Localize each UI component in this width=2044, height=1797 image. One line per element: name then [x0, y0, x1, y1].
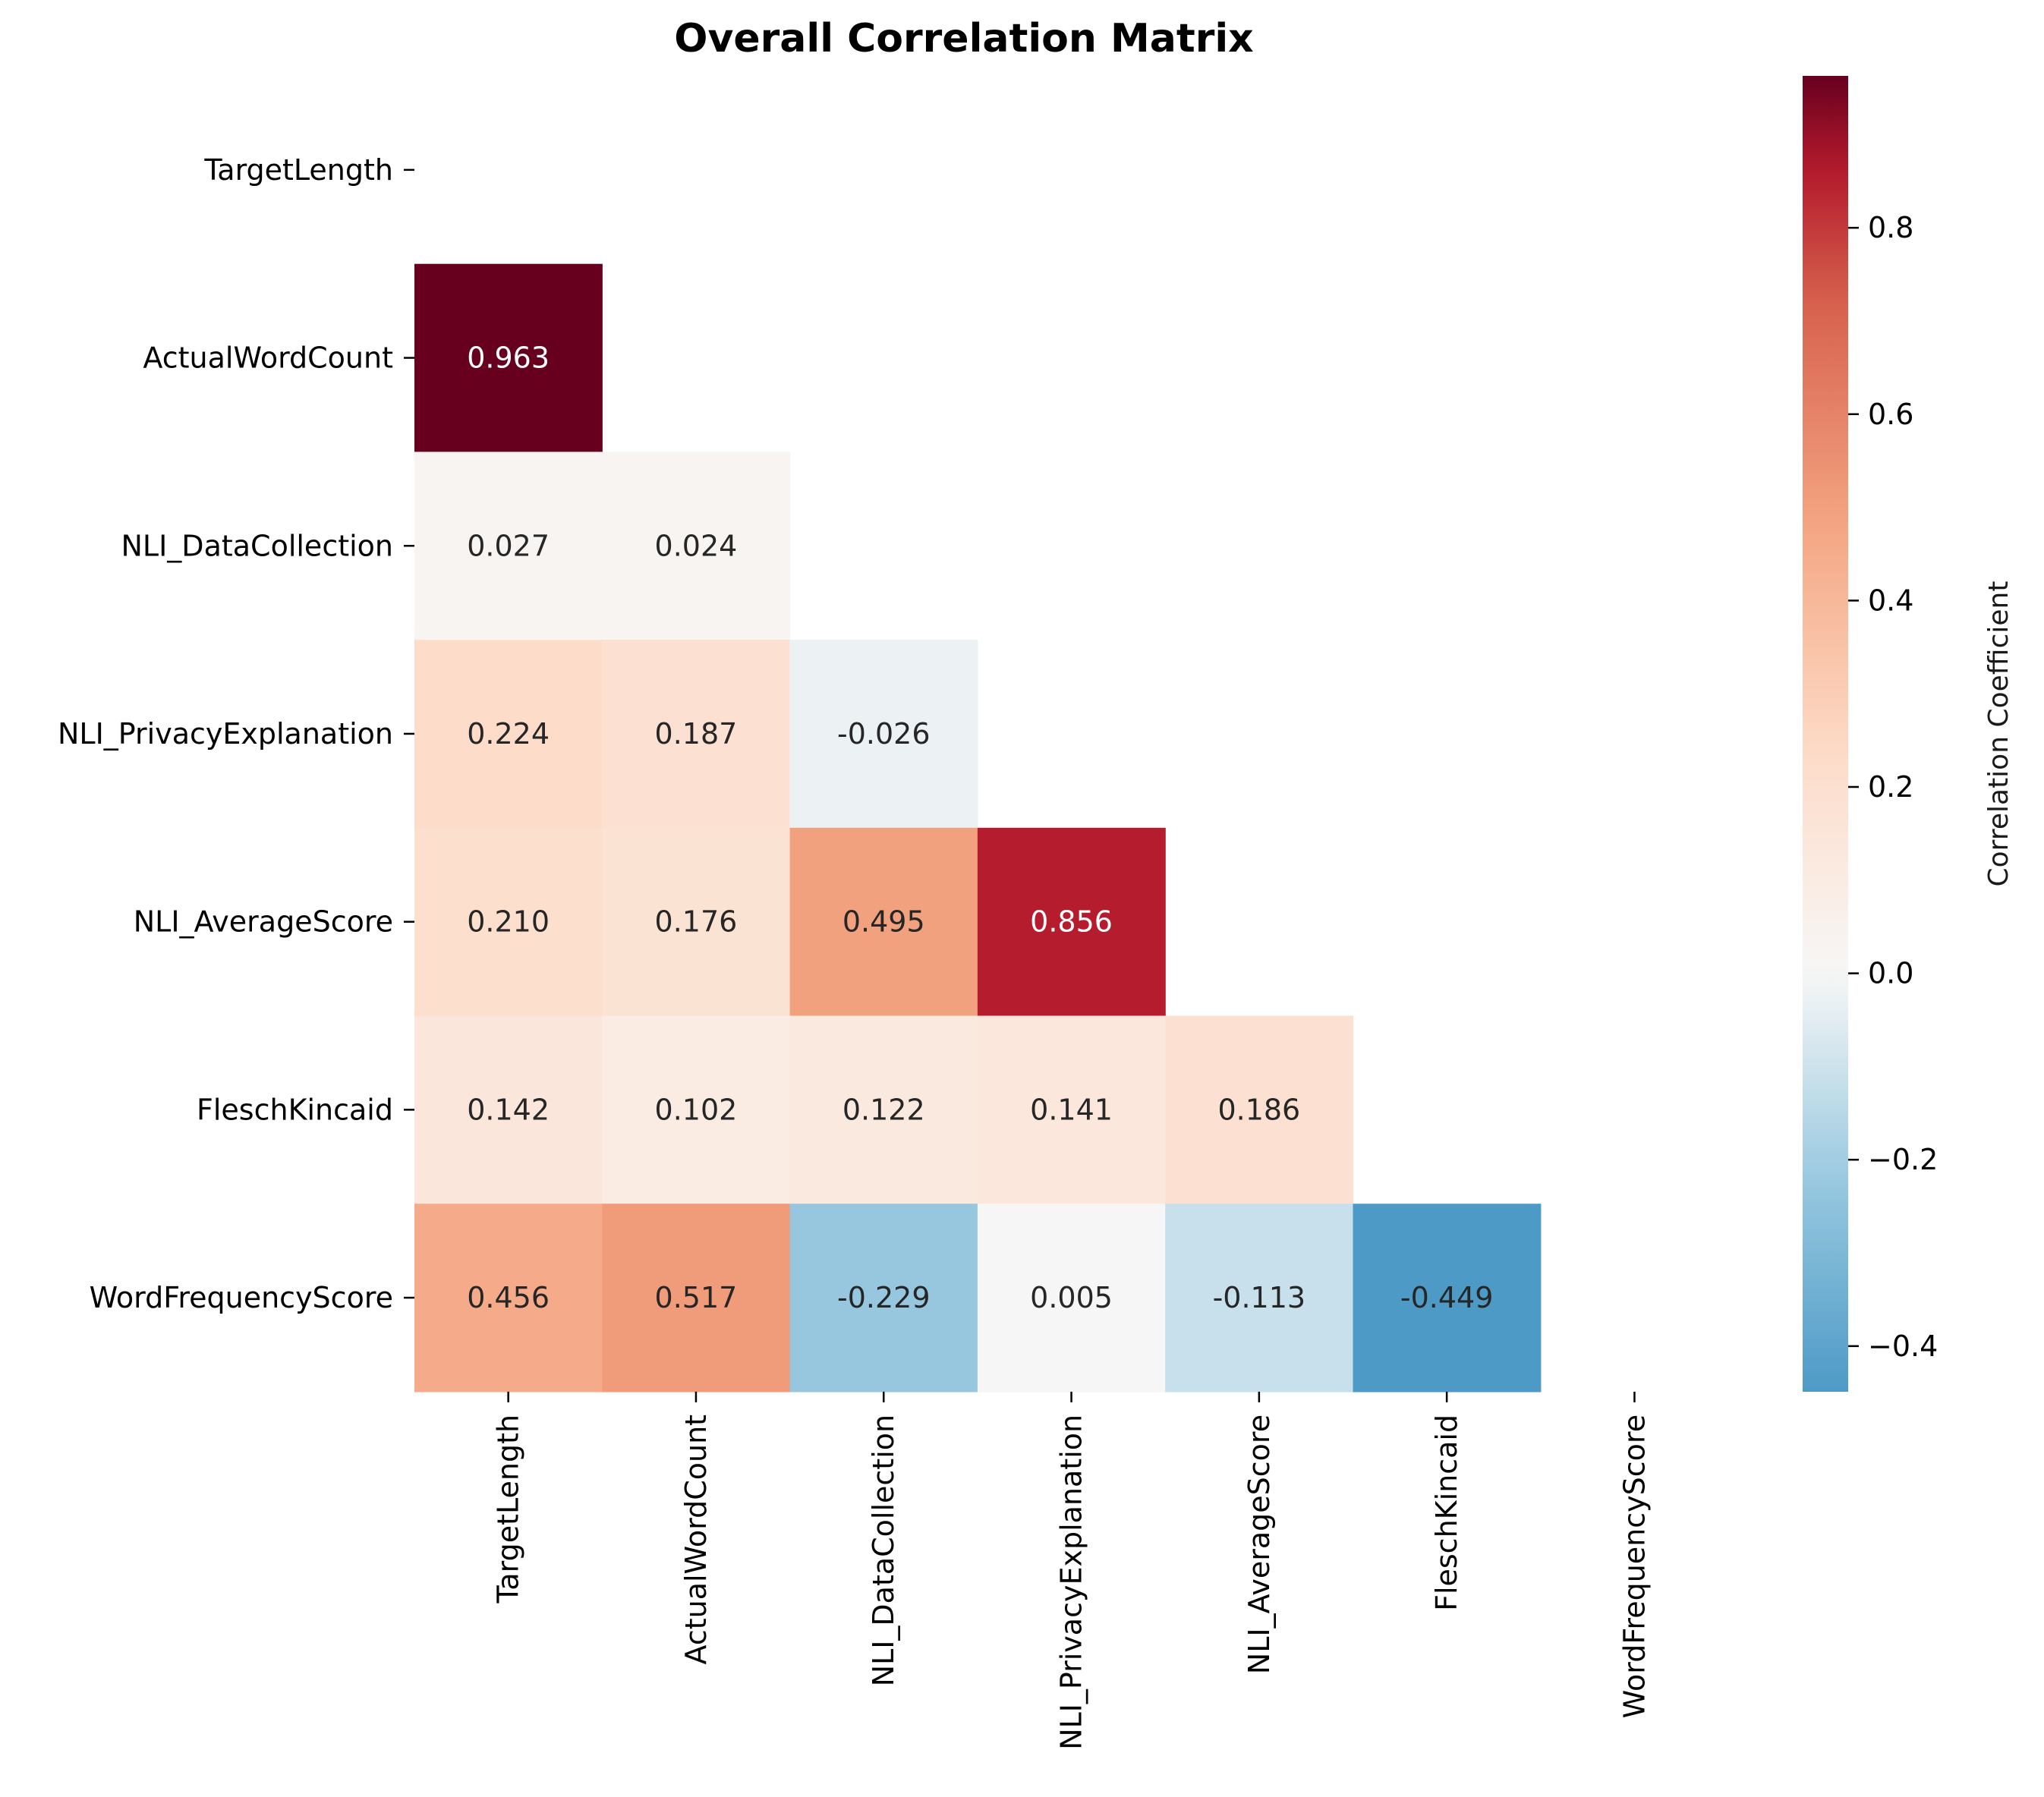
colorbar-tick-label: −0.2: [1868, 1143, 1938, 1176]
y-tick-label: NLI_PrivacyExplanation: [58, 717, 393, 751]
heatmap-cell: [414, 827, 603, 1017]
y-axis: TargetLength ActualWordCount NLI_DataColle…: [58, 153, 414, 1314]
heatmap-cell: [602, 640, 791, 829]
colorbar-ticks: 0.8 0.6 0.4 0.2 0.0 −0.2 −0.4: [1848, 211, 1938, 1363]
x-tick-label: WordFrequencyScore: [1617, 1415, 1651, 1718]
heatmap-cell: [977, 1204, 1166, 1393]
y-tick-label: FleschKincaid: [197, 1093, 393, 1126]
colorbar-tick-label: 0.0: [1868, 957, 1913, 990]
cell-value-label: 0.141: [1030, 1093, 1113, 1126]
cell-value-label: -0.026: [837, 717, 931, 751]
cell-value-label: 0.224: [467, 717, 550, 751]
cell-value-label: 0.024: [655, 529, 738, 562]
cell-value-label: 0.856: [1030, 905, 1113, 939]
colorbar-tick-label: 0.8: [1868, 211, 1913, 244]
heatmap-cell: [977, 827, 1166, 1017]
x-tick-label: NLI_AverageScore: [1242, 1415, 1276, 1674]
colorbar-gradient: [1803, 76, 1848, 1392]
cell-value-label: 0.005: [1030, 1281, 1113, 1314]
heatmap-cell: [414, 263, 603, 452]
cell-value-label: -0.229: [837, 1281, 931, 1314]
heatmap-cell: [414, 452, 603, 640]
y-tick-label: ActualWordCount: [143, 341, 393, 375]
x-tick-label: NLI_PrivacyExplanation: [1055, 1415, 1088, 1750]
cell-value-label: 0.142: [467, 1093, 550, 1126]
heatmap-cell: [789, 1204, 978, 1393]
cell-value-label: -0.449: [1400, 1281, 1494, 1314]
cell-value-label: 0.187: [655, 717, 738, 751]
cell-value-label: 0.122: [842, 1093, 925, 1126]
heatmap-cell: [1353, 1204, 1542, 1393]
cell-value-label: 0.102: [655, 1093, 738, 1126]
heatmap-cells: [414, 263, 1542, 1393]
heatmap-cell: [1165, 1204, 1354, 1393]
cell-value-label: 0.027: [467, 529, 550, 562]
heatmap-cell: [1165, 1015, 1354, 1204]
y-tick-label: TargetLength: [203, 153, 393, 187]
heatmap-cell: [414, 1204, 603, 1393]
y-tick-label: NLI_AverageScore: [134, 905, 393, 939]
heatmap-value-labels: 0.963 0.027 0.024 0.224 0.187 -0.026 0.210 0.17…: [467, 341, 1493, 1315]
y-tick-label: WordFrequencyScore: [90, 1281, 393, 1314]
heatmap-cell: [789, 827, 978, 1017]
x-axis: TargetLength ActualWordCount NLI_DataColle…: [492, 1391, 1651, 1750]
heatmap-cell: [602, 1015, 791, 1204]
heatmap-cell: [789, 1015, 978, 1204]
y-tick-label: NLI_DataCollection: [121, 529, 394, 562]
heatmap-cell: [602, 452, 791, 640]
cell-value-label: 0.456: [467, 1281, 550, 1314]
colorbar-tick-label: 0.4: [1868, 584, 1913, 617]
heatmap-cell: [977, 1015, 1166, 1204]
x-tick-label: TargetLength: [492, 1415, 525, 1604]
colorbar-label: Correlation Coefficient: [1983, 581, 2014, 887]
cell-value-label: 0.176: [655, 905, 738, 939]
cell-value-label: 0.210: [467, 905, 550, 939]
colorbar-tick-label: −0.4: [1868, 1330, 1938, 1363]
cell-value-label: 0.517: [655, 1281, 738, 1314]
cell-value-label: 0.495: [842, 905, 925, 939]
cell-value-label: 0.963: [467, 341, 550, 375]
colorbar-tick-label: 0.2: [1868, 770, 1913, 804]
x-tick-label: ActualWordCount: [679, 1415, 713, 1665]
heatmap-cell: [602, 1204, 791, 1393]
heatmap-cell: [602, 827, 791, 1017]
heatmap-cell: [414, 640, 603, 829]
cell-value-label: 0.186: [1217, 1093, 1300, 1126]
colorbar-tick-label: 0.6: [1868, 398, 1913, 431]
colorbar: 0.8 0.6 0.4 0.2 0.0 −0.2 −0.4 Correlation Coef…: [1803, 76, 2014, 1392]
heatmap-cell: [789, 640, 978, 829]
x-tick-label: NLI_DataCollection: [867, 1415, 900, 1686]
cell-value-label: -0.113: [1213, 1281, 1306, 1314]
heatmap-cell: [414, 1015, 603, 1204]
chart-title: Overall Correlation Matrix: [674, 16, 1253, 61]
x-tick-label: FleschKincaid: [1430, 1415, 1463, 1611]
